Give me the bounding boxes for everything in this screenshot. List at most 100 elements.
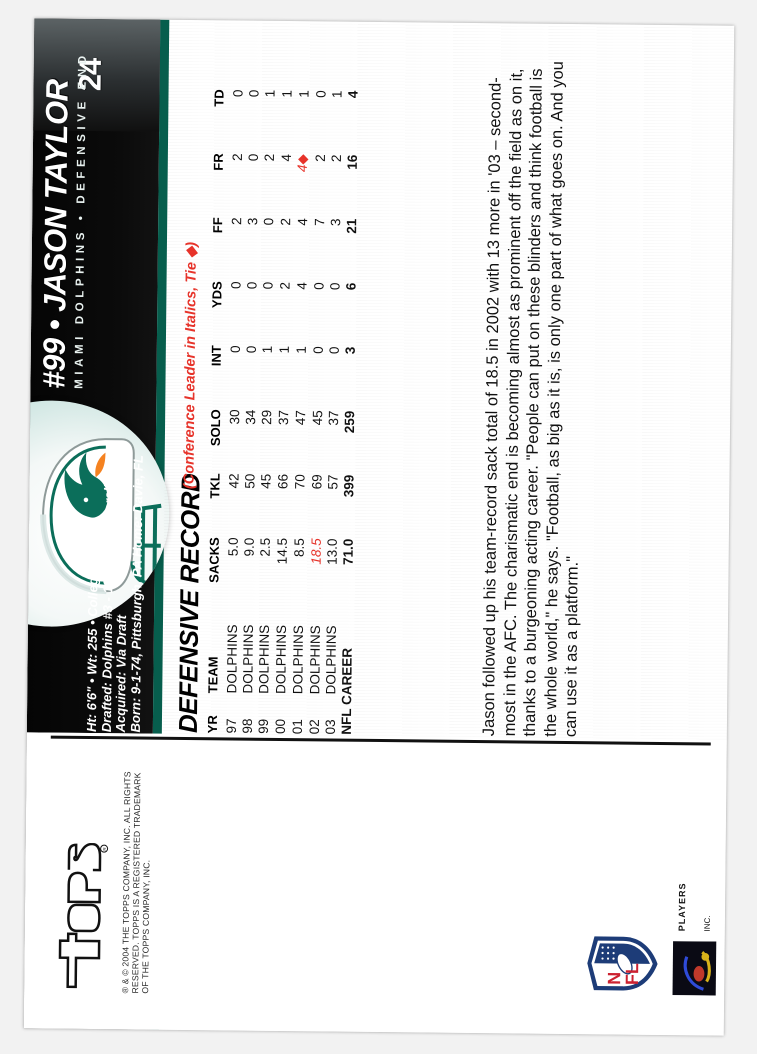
cell-tkl: 69 <box>308 474 324 490</box>
cell-int: 0 <box>227 345 243 354</box>
cell-int: 1 <box>276 345 292 354</box>
cell-ff: 4 <box>294 218 310 226</box>
cell-td: 0 <box>246 89 262 98</box>
cell-fr: 2 <box>328 154 344 163</box>
cell-fr: 2 <box>261 153 277 162</box>
copyright-text: ® & © 2004 THE TOPPS COMPANY, INC. ALL R… <box>119 771 152 994</box>
cell-solo: 34 <box>242 409 258 425</box>
cell-team: DOLPHINS <box>272 624 289 695</box>
cell-int: 1 <box>259 345 275 354</box>
players-logo-label: PLAYERS <box>676 882 687 932</box>
cell-career-ff: 21 <box>343 218 360 234</box>
cell-sacks: 18.5 <box>307 538 324 602</box>
cell-career-fr: 16 <box>344 154 360 170</box>
defensive-stats-table: YR TEAM SACKS TKL SOLO INT YDS FF FR TD <box>204 89 361 735</box>
defensive-record-section: DEFENSIVE RECORD (Conference Leader in I… <box>172 23 479 736</box>
cell-team: DOLPHINS <box>223 624 240 694</box>
cell-sacks: 13.0 <box>324 538 340 565</box>
cell-sacks: 8.5 <box>290 538 307 558</box>
cell-team: DOLPHINS <box>289 625 306 695</box>
player-identity: #99 • JASON TAYLOR MIAMI DOLPHINS • DEFE… <box>36 28 89 389</box>
col-header-fr: FR <box>210 153 226 171</box>
cell-ff: 2 <box>228 217 244 226</box>
cell-career-yds: 6 <box>343 282 359 291</box>
cell-sacks: 5.0 <box>224 537 241 557</box>
cell-year: 02 <box>305 719 322 735</box>
cell-ff: 0 <box>261 217 277 226</box>
cell-career-solo: 259 <box>341 410 358 434</box>
cell-team: DOLPHINS <box>306 625 323 695</box>
cell-sacks: 2.5 <box>257 537 273 557</box>
cell-year: 01 <box>289 719 305 735</box>
cell-solo: 37 <box>325 410 341 426</box>
cell-year: 98 <box>239 718 255 734</box>
cell-ff: 7 <box>311 218 327 226</box>
topps-logo-icon: R <box>58 842 108 989</box>
cell-solo: 29 <box>259 409 275 425</box>
cell-int: 0 <box>309 346 325 354</box>
cell-td: 1 <box>328 90 345 99</box>
cell-ff: 3 <box>244 217 260 226</box>
cell-year: 99 <box>255 718 271 734</box>
cell-solo: 47 <box>292 410 308 426</box>
cell-td: 0 <box>229 89 245 98</box>
player-bio: Ht: 6'6" • Wt: 255 • College: Akron Draf… <box>83 32 150 733</box>
cell-tkl: 57 <box>324 474 340 490</box>
cell-career-int: 3 <box>342 346 358 355</box>
cell-career-td: 4 <box>345 90 361 99</box>
svg-text:FL: FL <box>622 963 642 985</box>
cell-ff: 2 <box>277 217 293 226</box>
cell-tkl: 42 <box>225 473 241 489</box>
cell-career-tkl: 399 <box>341 474 357 498</box>
cell-year: 97 <box>223 718 239 734</box>
nfl-shield-icon: N FL <box>586 936 658 991</box>
cell-fr: 0 <box>245 153 261 162</box>
player-writeup: Jason followed up his team-record sack t… <box>479 60 582 738</box>
trading-card-back: 24 <box>23 18 734 1036</box>
stats-title: DEFENSIVE RECORD <box>172 473 206 734</box>
cell-ff: 3 <box>327 218 343 227</box>
cell-td: 1 <box>295 90 311 98</box>
cell-team: DOLPHINS <box>256 624 272 694</box>
cell-yds: 4 <box>293 282 309 290</box>
team-helmet-oval <box>23 399 170 628</box>
col-header-int: INT <box>208 345 224 367</box>
cell-solo: 30 <box>226 409 242 425</box>
cell-td: 1 <box>278 89 294 98</box>
cell-yds: 0 <box>326 282 342 291</box>
stats-body: 97 DOLPHINS 5.0 42 30 0 0 2 2 0 98 DOLPHINS 9.0 50 34 0… <box>222 89 361 734</box>
conference-leader-value: 18.5 <box>307 538 323 565</box>
conference-leader-value: 4 <box>294 164 310 173</box>
col-header-sacks: SACKS <box>205 537 222 583</box>
svg-text:R: R <box>102 847 107 851</box>
cell-year: 00 <box>272 718 288 735</box>
players-logo-tm: INC. <box>702 915 712 932</box>
cell-int: 0 <box>243 345 259 354</box>
nflpa-players-icon <box>672 941 716 996</box>
rail-divider <box>50 735 711 746</box>
cell-solo: 45 <box>309 410 325 426</box>
cell-sacks: 9.0 <box>241 537 257 557</box>
col-header-yr: YR <box>204 715 220 734</box>
col-header-td: TD <box>210 89 227 107</box>
col-header-ff: FF <box>209 217 225 234</box>
cell-career-sacks: 71.0 <box>340 538 356 566</box>
col-header-solo: SOLO <box>207 409 223 447</box>
cell-fr: 2 <box>229 153 245 162</box>
facemask <box>130 503 161 586</box>
cell-team: DOLPHINS <box>239 624 256 694</box>
cell-td: 1 <box>262 89 278 98</box>
cell-tkl: 70 <box>291 474 307 490</box>
cell-yds: 0 <box>227 281 243 290</box>
left-rail: R ® & © 2004 THE TOPPS COMPANY, INC. ALL… <box>23 732 727 1036</box>
col-header-yds: YDS <box>208 281 225 309</box>
cell-int: 1 <box>292 346 309 354</box>
cell-year: 03 <box>322 719 338 735</box>
card-rotation-wrapper: 24 <box>23 18 734 1036</box>
cell-tkl: 50 <box>241 473 258 489</box>
cell-yds: 2 <box>276 281 292 290</box>
cell-tkl: 66 <box>274 473 290 490</box>
dolphins-helmet-icon <box>39 438 161 595</box>
col-header-tkl: TKL <box>206 473 223 499</box>
